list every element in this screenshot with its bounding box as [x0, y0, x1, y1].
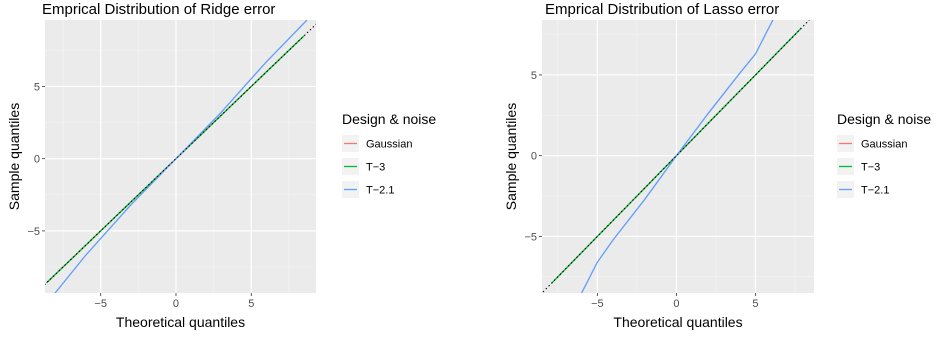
- x-tick-label: −5: [591, 298, 604, 310]
- x-tick-label: 5: [248, 298, 254, 310]
- y-axis-label: Sample quantiles: [503, 103, 519, 210]
- series-group: [542, 20, 810, 293]
- legend: Design & noise Gaussian T−3 T−2.1: [342, 111, 436, 198]
- y-tick-label: 5: [531, 70, 537, 82]
- y-tick-label: −5: [27, 226, 40, 238]
- chart-1: −5 0 5 −5 0 5 Emprical Distribution of Ridge e…: [6, 1, 436, 330]
- panel-background: [45, 20, 316, 293]
- y-axis-label: Sample quantiles: [6, 103, 22, 210]
- series-line-3: [54, 20, 308, 293]
- legend-item-label: T−2.1: [366, 185, 394, 197]
- legend-item-label: Gaussian: [861, 139, 907, 151]
- series-line-3: [580, 20, 774, 293]
- legend-item-label: Gaussian: [366, 139, 412, 151]
- legend-item-label: T−3: [366, 162, 385, 174]
- reference-line: [542, 20, 810, 293]
- x-tick-label: 5: [752, 298, 758, 310]
- chart-title: Emprical Distribution of Lasso error: [545, 1, 779, 18]
- x-tick-label: 0: [173, 298, 179, 310]
- x-tick-label: 0: [673, 298, 679, 310]
- reference-line: [45, 23, 316, 286]
- series-group: [45, 20, 316, 293]
- chart-title: Emprical Distribution of Ridge error: [42, 1, 275, 18]
- x-tick-label: −5: [94, 298, 107, 310]
- legend-title: Design & noise: [837, 111, 931, 127]
- chart-2: −5 0 5 −5 0 5 Emprical Distribution of Lasso e…: [503, 1, 931, 330]
- x-axis-label: Theoretical quantiles: [613, 314, 742, 330]
- x-axis-label: Theoretical quantiles: [116, 314, 245, 330]
- y-tick-label: 0: [34, 154, 40, 166]
- legend-item-label: T−3: [861, 162, 880, 174]
- legend: Design & noise Gaussian T−3 T−2.1: [837, 111, 931, 198]
- legend-title: Design & noise: [342, 111, 436, 127]
- legend-item-label: T−2.1: [861, 185, 889, 197]
- y-tick-label: −5: [524, 231, 537, 243]
- y-tick-label: 0: [531, 151, 537, 163]
- y-tick-label: 5: [34, 81, 40, 93]
